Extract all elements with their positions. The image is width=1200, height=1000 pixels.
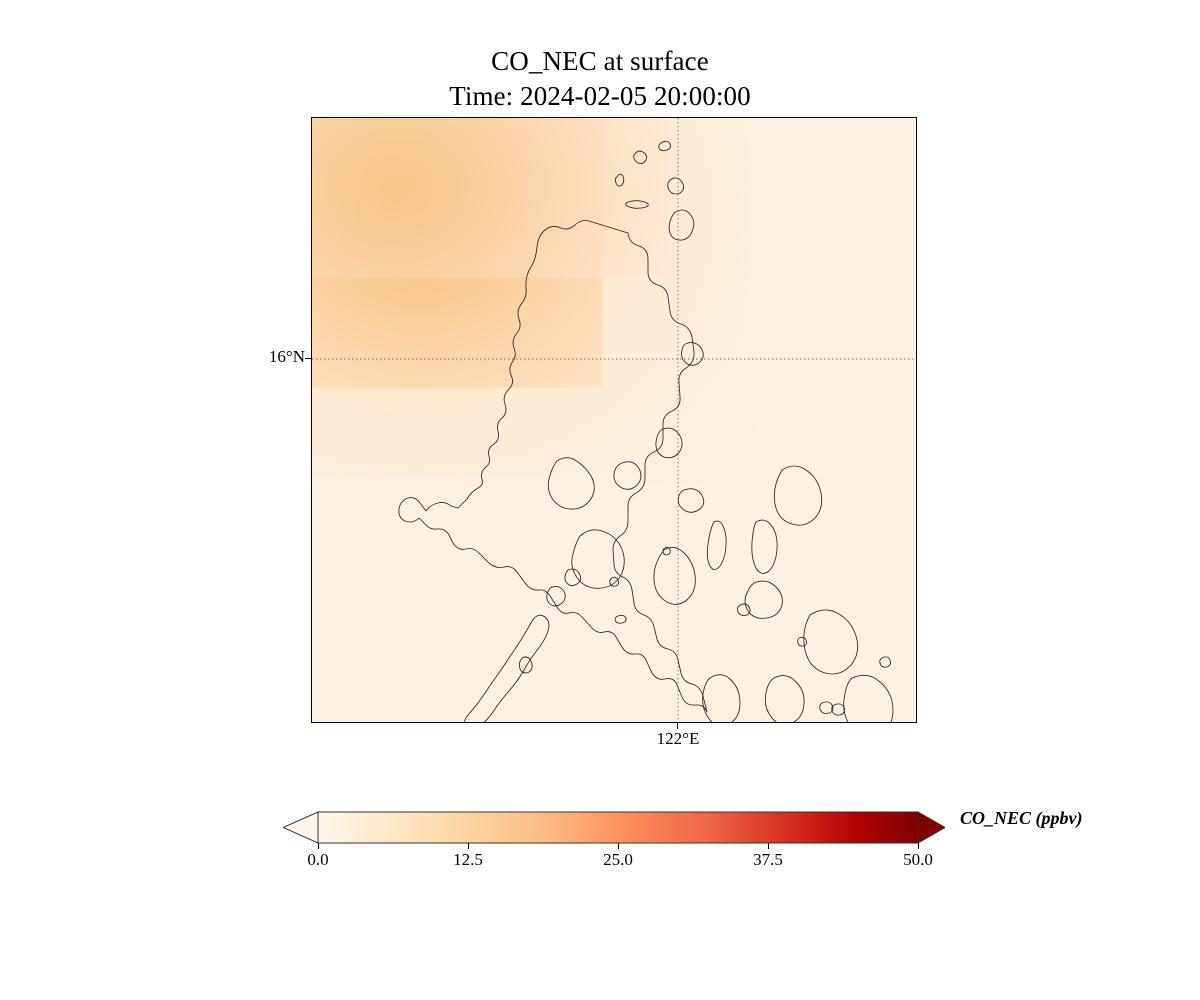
colorbar-body [317, 811, 919, 844]
colorbar-tick-3 [768, 843, 770, 849]
colorbar-extend-min [283, 811, 319, 844]
colorbar-tick-0 [318, 843, 320, 849]
longitude-tick-label: 122°E [656, 729, 700, 748]
title-line-variable: CO_NEC at surface [491, 46, 709, 76]
title-line-time: Time: 2024-02-05 20:00:00 [449, 81, 751, 112]
colorbar-tick-2 [618, 843, 620, 849]
colorbar-tick-1 [468, 843, 470, 849]
plume-lobe [312, 118, 672, 278]
coastline-overlay [312, 118, 916, 722]
tick-mark-latitude [305, 358, 311, 360]
map-axes[interactable] [311, 117, 917, 723]
coastlines [398, 140, 894, 722]
colorbar-tick-label-4: 50.0 [903, 850, 933, 869]
colorbar-tick-label-0: 0.0 [307, 850, 329, 869]
colorbar-gradient [283, 811, 945, 844]
colorbar[interactable] [283, 810, 945, 846]
colorbar-extend-max [917, 811, 945, 844]
colorbar-tick-label-1: 12.5 [453, 850, 483, 869]
latitude-tick-label: 16°N [268, 347, 305, 366]
colorbar-tick-group: 0.0 12.5 25.0 37.5 50.0 [283, 843, 945, 869]
colorbar-tick-label-2: 25.0 [603, 850, 633, 869]
colorbar-tick-4 [918, 843, 920, 849]
co-concentration-field [312, 118, 916, 722]
colorbar-tick-label-3: 37.5 [753, 850, 783, 869]
figure-title: CO_NEC at surface Time: 2024-02-05 20:00… [0, 44, 1200, 114]
colorbar-label: CO_NEC (ppbv) [960, 808, 1083, 828]
tick-mark-longitude [677, 723, 679, 729]
